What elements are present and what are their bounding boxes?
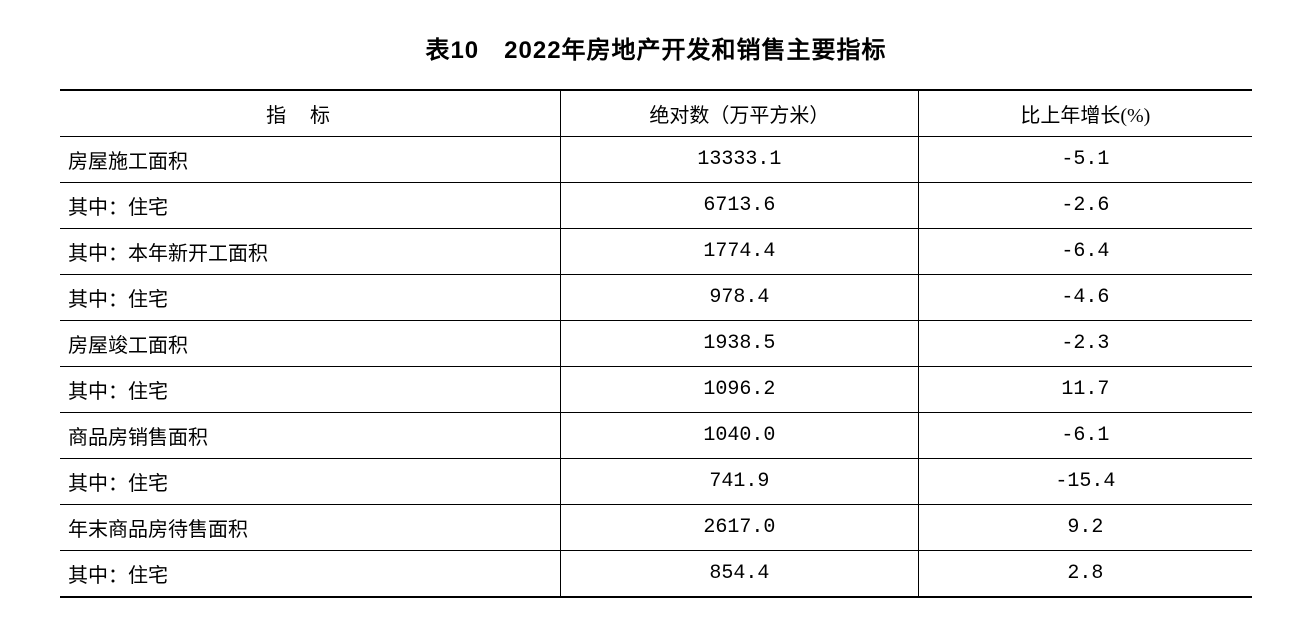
cell-growth: -5.1 (918, 137, 1252, 183)
cell-growth: 2.8 (918, 551, 1252, 598)
cell-absolute: 1938.5 (561, 321, 919, 367)
cell-growth: -2.6 (918, 183, 1252, 229)
cell-indicator: 其中：住宅 (60, 551, 561, 598)
table-row: 其中：住宅 6713.6 -2.6 (60, 183, 1252, 229)
table-title: 表10 2022年房地产开发和销售主要指标 (60, 30, 1252, 65)
cell-indicator: 其中：本年新开工面积 (60, 229, 561, 275)
table-row: 其中：住宅 978.4 -4.6 (60, 275, 1252, 321)
table-row: 其中：住宅 1096.2 11.7 (60, 367, 1252, 413)
cell-absolute: 978.4 (561, 275, 919, 321)
table-row: 其中：住宅 854.4 2.8 (60, 551, 1252, 598)
table-body: 房屋施工面积 13333.1 -5.1 其中：住宅 6713.6 -2.6 其中… (60, 137, 1252, 598)
cell-growth: 9.2 (918, 505, 1252, 551)
table-row: 房屋施工面积 13333.1 -5.1 (60, 137, 1252, 183)
table-header-row: 指标 绝对数（万平方米） 比上年增长(%) (60, 90, 1252, 137)
header-absolute: 绝对数（万平方米） (561, 90, 919, 137)
cell-indicator: 其中：住宅 (60, 275, 561, 321)
cell-absolute: 6713.6 (561, 183, 919, 229)
cell-growth: -15.4 (918, 459, 1252, 505)
cell-growth: 11.7 (918, 367, 1252, 413)
cell-indicator: 年末商品房待售面积 (60, 505, 561, 551)
table-row: 其中：住宅 741.9 -15.4 (60, 459, 1252, 505)
cell-absolute: 13333.1 (561, 137, 919, 183)
header-growth: 比上年增长(%) (918, 90, 1252, 137)
table-row: 年末商品房待售面积 2617.0 9.2 (60, 505, 1252, 551)
table-row: 其中：本年新开工面积 1774.4 -6.4 (60, 229, 1252, 275)
data-table: 指标 绝对数（万平方米） 比上年增长(%) 房屋施工面积 13333.1 -5.… (60, 89, 1252, 598)
cell-absolute: 1096.2 (561, 367, 919, 413)
cell-absolute: 854.4 (561, 551, 919, 598)
cell-indicator: 其中：住宅 (60, 459, 561, 505)
cell-indicator: 商品房销售面积 (60, 413, 561, 459)
cell-absolute: 1040.0 (561, 413, 919, 459)
cell-absolute: 2617.0 (561, 505, 919, 551)
cell-indicator: 房屋施工面积 (60, 137, 561, 183)
table-row: 商品房销售面积 1040.0 -6.1 (60, 413, 1252, 459)
header-indicator: 指标 (60, 90, 561, 137)
cell-growth: -6.4 (918, 229, 1252, 275)
cell-indicator: 房屋竣工面积 (60, 321, 561, 367)
table-row: 房屋竣工面积 1938.5 -2.3 (60, 321, 1252, 367)
cell-absolute: 741.9 (561, 459, 919, 505)
cell-growth: -4.6 (918, 275, 1252, 321)
cell-indicator: 其中：住宅 (60, 367, 561, 413)
cell-indicator: 其中：住宅 (60, 183, 561, 229)
cell-growth: -6.1 (918, 413, 1252, 459)
cell-growth: -2.3 (918, 321, 1252, 367)
cell-absolute: 1774.4 (561, 229, 919, 275)
